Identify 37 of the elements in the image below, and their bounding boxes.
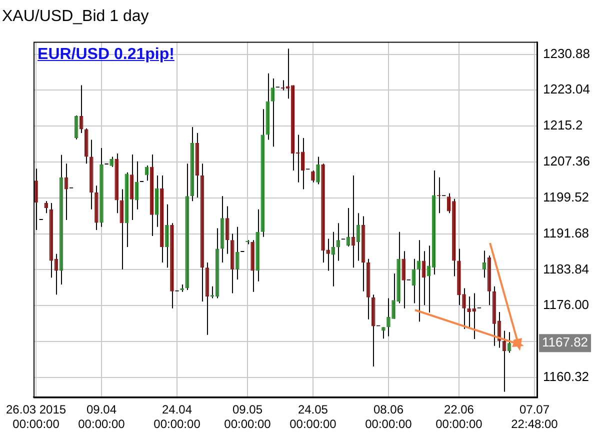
- candlestick: [236, 226, 240, 280]
- x-tick-label: 07.07 22:48:00: [511, 402, 558, 432]
- candlestick: [165, 204, 169, 268]
- y-tick-label: 1160.32: [543, 368, 590, 384]
- candlestick: [120, 188, 124, 270]
- candlestick: [326, 238, 330, 272]
- y-tick-label: 1207.36: [543, 154, 590, 169]
- y-tick-label: 1230.88: [543, 46, 590, 61]
- y-tick-label: 1183.84: [543, 261, 590, 276]
- candlestick: [316, 156, 320, 185]
- candlestick: [336, 222, 340, 262]
- candlestick: [386, 298, 390, 337]
- candlestick: [44, 200, 48, 214]
- x-tick-label: 22.06 00:00:00: [436, 402, 483, 432]
- y-tick-label: 1191.68: [543, 225, 590, 240]
- x-tick-label: 09.05 00:00:00: [224, 402, 272, 432]
- text: 1167.82: [542, 334, 588, 350]
- candlestick: [392, 273, 396, 320]
- y-tick-label: 1215.2: [543, 118, 583, 133]
- x-tick-label: 24.04 00:00:00: [154, 402, 201, 432]
- candlestick: [225, 206, 230, 254]
- chart-title: XAU/USD_Bid 1 day: [2, 8, 149, 26]
- y-tick-label: 1176.00: [543, 297, 590, 312]
- candlestick: [331, 231, 335, 287]
- annotation: EUR/USD 0.21pip!: [38, 46, 174, 64]
- candlestick: [462, 288, 466, 330]
- x-tick-label: 09.04 00:00:00: [78, 402, 126, 432]
- candlestick: [311, 170, 315, 183]
- candlestick: [402, 250, 406, 309]
- y-tick-label: 1199.52: [543, 189, 590, 204]
- candlestick: [467, 296, 471, 330]
- candlestick: [447, 192, 451, 214]
- x-tick-label: 24.05 00:00:00: [290, 402, 337, 432]
- x-tick-label: 26.03 2015 00:00:00: [6, 402, 66, 432]
- y-tick-label: 1223.04: [543, 82, 590, 97]
- x-tick-label: 08.06 00:00:00: [365, 402, 412, 432]
- candlestick: [110, 156, 114, 168]
